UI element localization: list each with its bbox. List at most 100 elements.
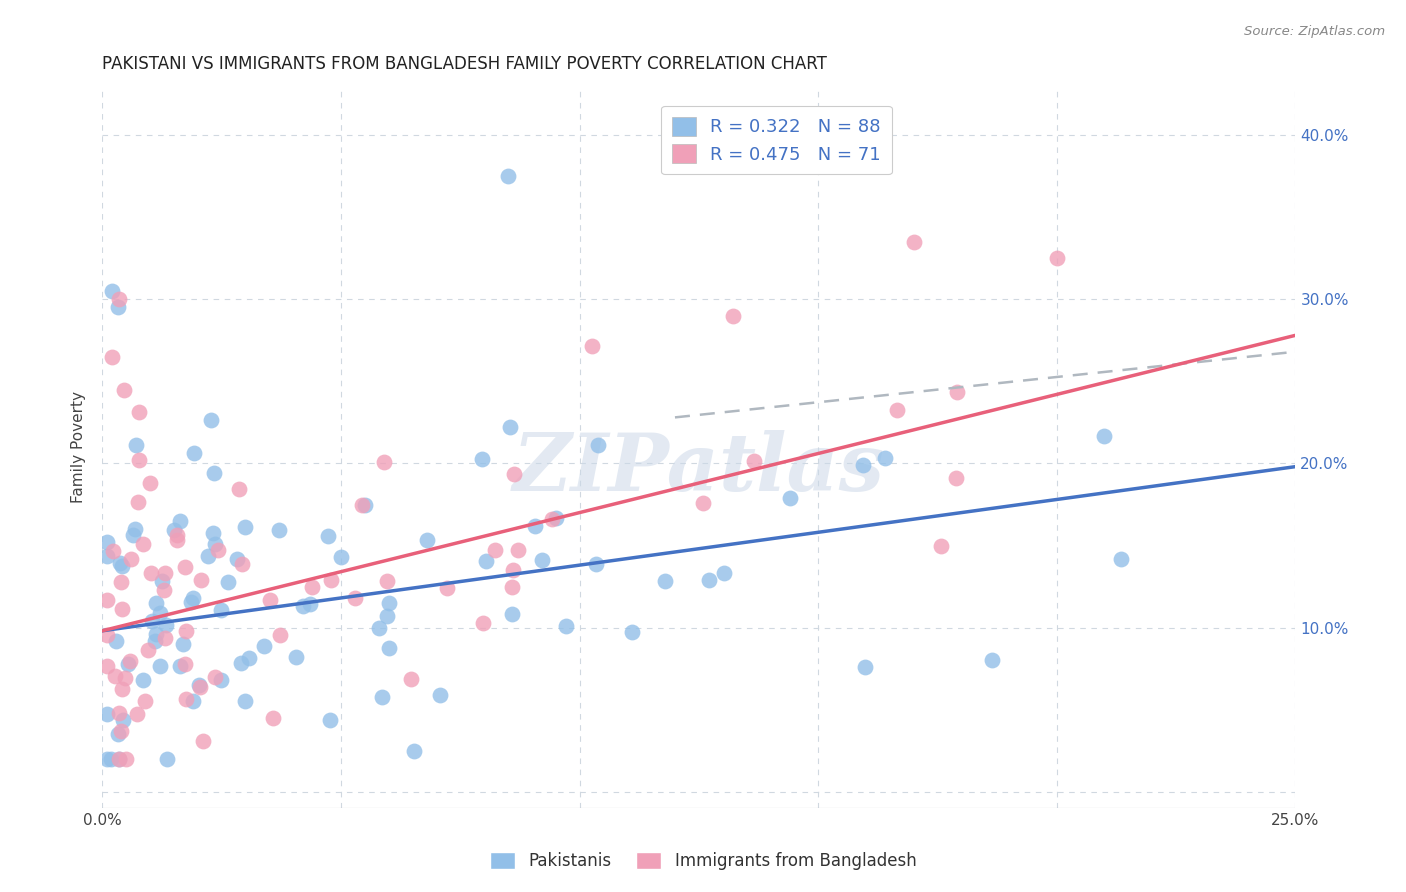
Point	[166, 533, 188, 547]
Point	[183, 446, 205, 460]
Point	[1046, 251, 1069, 265]
Point	[128, 453, 150, 467]
Point	[96, 592, 118, 607]
Point	[156, 752, 179, 766]
Point	[209, 673, 232, 687]
Point	[125, 707, 148, 722]
Point	[110, 723, 132, 738]
Point	[181, 694, 204, 708]
Point	[581, 339, 603, 353]
Point	[524, 519, 547, 533]
Point	[136, 643, 159, 657]
Point	[378, 596, 401, 610]
Point	[114, 671, 136, 685]
Point	[416, 533, 439, 548]
Point	[946, 384, 969, 399]
Point	[343, 591, 366, 606]
Point	[292, 599, 315, 613]
Point	[253, 639, 276, 653]
Point	[96, 752, 118, 766]
Point	[155, 566, 177, 581]
Point	[132, 673, 155, 687]
Point	[508, 543, 530, 558]
Point	[373, 455, 395, 469]
Point	[134, 694, 156, 708]
Point	[436, 581, 458, 595]
Point	[111, 602, 134, 616]
Point	[188, 678, 211, 692]
Legend: R = 0.322   N = 88, R = 0.475   N = 71: R = 0.322 N = 88, R = 0.475 N = 71	[661, 105, 891, 174]
Point	[141, 614, 163, 628]
Point	[124, 522, 146, 536]
Point	[742, 453, 765, 467]
Point	[96, 706, 118, 721]
Point	[169, 514, 191, 528]
Point	[228, 482, 250, 496]
Y-axis label: Family Poverty: Family Poverty	[72, 391, 86, 503]
Point	[204, 536, 226, 550]
Point	[96, 549, 118, 564]
Point	[472, 615, 495, 630]
Point	[125, 438, 148, 452]
Point	[111, 681, 134, 696]
Point	[112, 713, 135, 727]
Point	[169, 658, 191, 673]
Point	[204, 670, 226, 684]
Point	[502, 563, 524, 577]
Point	[96, 628, 118, 642]
Point	[541, 511, 564, 525]
Point	[981, 653, 1004, 667]
Point	[155, 631, 177, 645]
Point	[233, 694, 256, 708]
Point	[108, 752, 131, 766]
Point	[319, 574, 342, 588]
Point	[176, 624, 198, 638]
Point	[155, 618, 177, 632]
Point	[197, 549, 219, 563]
Point	[350, 498, 373, 512]
Point	[721, 309, 744, 323]
Point	[117, 657, 139, 671]
Point	[143, 634, 166, 648]
Point	[127, 495, 149, 509]
Point	[269, 628, 291, 642]
Point	[96, 658, 118, 673]
Point	[100, 752, 122, 766]
Point	[174, 691, 197, 706]
Point	[903, 235, 925, 249]
Point	[471, 452, 494, 467]
Point	[353, 499, 375, 513]
Point	[779, 491, 801, 505]
Point	[530, 552, 553, 566]
Point	[202, 466, 225, 480]
Point	[484, 542, 506, 557]
Point	[499, 420, 522, 434]
Point	[319, 713, 342, 727]
Point	[145, 596, 167, 610]
Point	[107, 301, 129, 315]
Text: Source: ZipAtlas.com: Source: ZipAtlas.com	[1244, 25, 1385, 38]
Point	[544, 511, 567, 525]
Point	[150, 574, 173, 589]
Point	[200, 413, 222, 427]
Point	[111, 558, 134, 573]
Point	[101, 284, 124, 298]
Point	[139, 566, 162, 580]
Point	[191, 734, 214, 748]
Point	[654, 574, 676, 588]
Point	[501, 580, 523, 594]
Point	[262, 711, 284, 725]
Point	[101, 350, 124, 364]
Point	[138, 476, 160, 491]
Point	[145, 626, 167, 640]
Point	[299, 597, 322, 611]
Point	[180, 594, 202, 608]
Point	[115, 752, 138, 766]
Point	[259, 593, 281, 607]
Point	[330, 549, 353, 564]
Point	[96, 534, 118, 549]
Point	[149, 659, 172, 673]
Text: PAKISTANI VS IMMIGRANTS FROM BANGLADESH FAMILY POVERTY CORRELATION CHART: PAKISTANI VS IMMIGRANTS FROM BANGLADESH …	[103, 55, 827, 73]
Point	[852, 458, 875, 472]
Point	[318, 529, 340, 543]
